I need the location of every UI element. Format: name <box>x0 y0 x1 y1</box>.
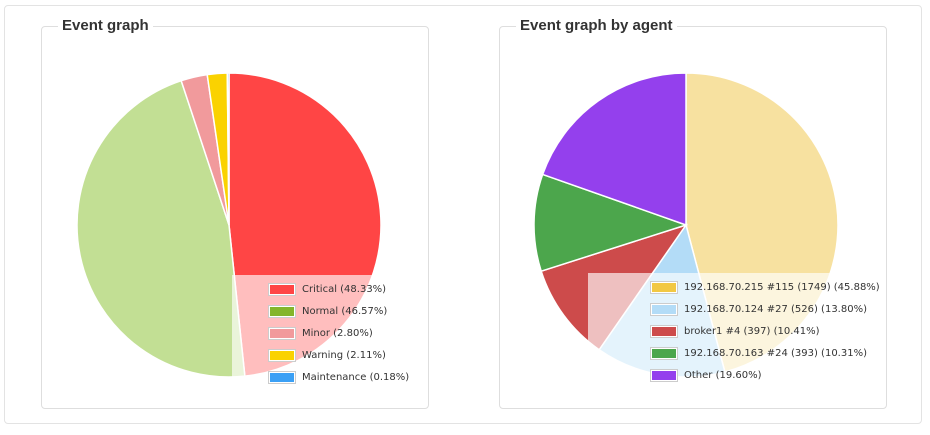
legend-item-warning[interactable]: Warning (2.11%) <box>268 347 386 363</box>
legend-item-minor[interactable]: Minor (2.80%) <box>268 325 373 341</box>
legend-label: 192.168.70.163 #24 (393) (10.31%) <box>684 347 867 359</box>
legend-swatch <box>650 368 678 382</box>
legend-item-192-168-70-215-115[interactable]: 192.168.70.215 #115 (1749) (45.88%) <box>650 279 880 295</box>
legend-label: Maintenance (0.18%) <box>302 371 410 383</box>
legend-item-normal[interactable]: Normal (46.57%) <box>268 303 387 319</box>
legend-item-192-168-70-163-24[interactable]: 192.168.70.163 #24 (393) (10.31%) <box>650 345 867 361</box>
legend-item-broker1-4[interactable]: broker1 #4 (397) (10.41%) <box>650 323 820 339</box>
legend-swatch <box>650 324 678 338</box>
legend-item-maintenance[interactable]: Maintenance (0.18%) <box>268 369 409 385</box>
legend-swatch <box>268 326 296 340</box>
pie-slice-other[interactable] <box>541 72 687 227</box>
pie-slice-maintenance[interactable] <box>226 72 230 226</box>
legend-label: Warning (2.11%) <box>302 349 386 361</box>
legend-swatch <box>650 302 678 316</box>
pie-slice-normal[interactable] <box>76 79 246 378</box>
event-graph-title: Event graph <box>58 17 153 34</box>
legend-label: broker1 #4 (397) (10.41%) <box>684 325 820 337</box>
event-graph-by-agent-legend: 192.168.70.215 #115 (1749) (45.88%) 192.1… <box>588 273 880 385</box>
legend-swatch <box>268 282 296 296</box>
legend-label: Other (19.60%) <box>684 369 762 381</box>
legend-item-192-168-70-124-27[interactable]: 192.168.70.124 #27 (526) (13.80%) <box>650 301 867 317</box>
legend-label: Normal (46.57%) <box>302 305 388 317</box>
pie-slice-192-168-70-163-24[interactable] <box>533 173 689 273</box>
event-graph-by-agent-title: Event graph by agent <box>516 17 677 34</box>
legend-label: 192.168.70.124 #27 (526) (13.80%) <box>684 303 867 315</box>
legend-label: Critical (48.33%) <box>302 283 387 295</box>
legend-item-other[interactable]: Other (19.60%) <box>650 367 762 383</box>
legend-item-critical[interactable]: Critical (48.33%) <box>268 281 386 297</box>
legend-swatch <box>650 280 678 294</box>
legend-swatch <box>268 370 296 384</box>
legend-label: 192.168.70.215 #115 (1749) (45.88%) <box>684 281 880 293</box>
event-graph-legend: Critical (48.33%) Normal (46.57%) Minor (2… <box>232 275 409 387</box>
legend-swatch <box>268 348 296 362</box>
legend-swatch <box>650 346 678 360</box>
legend-swatch <box>268 304 296 318</box>
legend-label: Minor (2.80%) <box>302 327 373 339</box>
